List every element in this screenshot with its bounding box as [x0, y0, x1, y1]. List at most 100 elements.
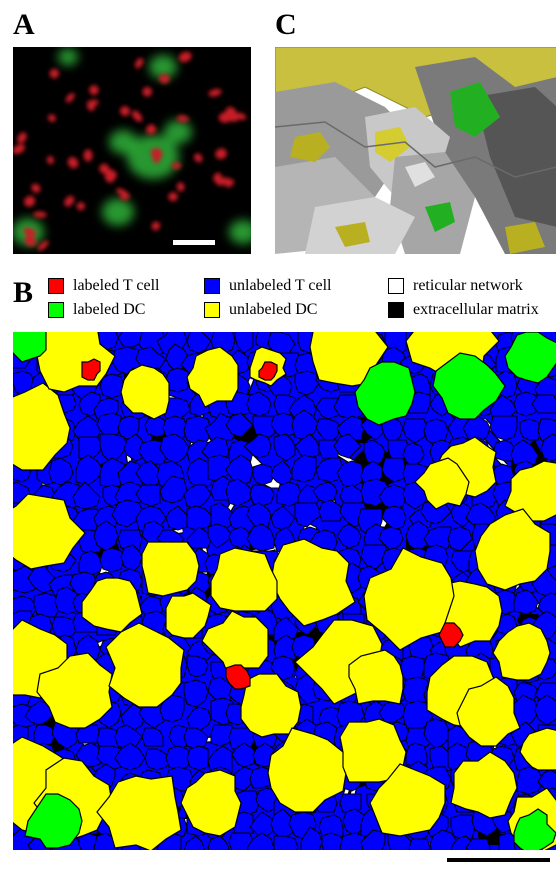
- dc-glow: [102, 198, 134, 226]
- t-cell: [342, 808, 365, 837]
- dc: [240, 673, 302, 738]
- rendered-surfaces: [275, 47, 556, 254]
- t-cell: [291, 454, 317, 483]
- dc: [13, 382, 71, 471]
- t-cell: [75, 454, 104, 486]
- t-cell: [531, 394, 556, 414]
- t-cell: [207, 835, 230, 850]
- t-cell-spot: [33, 211, 47, 218]
- t-cell-spot: [131, 110, 143, 122]
- t-cell: [381, 415, 404, 444]
- t-cell-spot: [87, 102, 96, 111]
- t-cell-spot: [142, 86, 153, 97]
- dc: [456, 676, 521, 747]
- t-cell: [72, 481, 101, 510]
- t-cell: [360, 544, 389, 570]
- t-cell: [183, 679, 209, 708]
- t-cell: [207, 523, 233, 549]
- legend-swatch: [48, 278, 64, 294]
- t-cell: [252, 463, 275, 486]
- legend-label: labeled DC: [73, 301, 146, 318]
- t-cell-spot: [37, 240, 49, 251]
- t-cell: [378, 484, 407, 510]
- unlabeled-dcs: [13, 332, 556, 850]
- t-cell-spot: [213, 172, 222, 184]
- t-cell-spot: [31, 183, 41, 193]
- t-cell: [294, 433, 320, 459]
- t-cell: [402, 442, 425, 468]
- dc: [492, 622, 551, 681]
- t-cell-spot: [227, 113, 239, 122]
- legend-item-labeled-t-cell: labeled T cell: [48, 276, 159, 296]
- t-cell-spot: [176, 182, 185, 192]
- panel-b-simulation-map: [13, 332, 556, 850]
- t-cell: [27, 562, 56, 594]
- t-cell: [246, 523, 275, 552]
- dc: [474, 508, 551, 591]
- legend-swatch: [388, 302, 404, 318]
- legend-label: unlabeled T cell: [229, 277, 332, 294]
- t-cell: [183, 484, 212, 510]
- legend-swatch: [204, 302, 220, 318]
- t-cell: [228, 832, 254, 850]
- t-cell: [156, 832, 182, 850]
- t-cell-spot: [13, 144, 25, 155]
- legend-item-unlabeled-t-cell: unlabeled T cell: [204, 276, 331, 296]
- legend-item-extracellular-matrix: extracellular matrix: [388, 300, 539, 320]
- dc: [165, 592, 212, 639]
- t-cell-spot: [49, 68, 60, 79]
- labeled-dc: [13, 332, 47, 363]
- legend-label: reticular network: [413, 277, 523, 294]
- t-cell-spot: [119, 106, 131, 117]
- t-cell-spot: [107, 170, 117, 180]
- labeled-t-cell: [258, 361, 278, 381]
- dc: [519, 727, 556, 771]
- t-cell: [48, 457, 74, 486]
- panel-label-c: C: [275, 8, 297, 41]
- t-cell: [315, 418, 341, 444]
- t-cell: [135, 484, 161, 507]
- t-cell: [75, 724, 101, 744]
- t-cell-spot: [23, 227, 37, 237]
- dc: [36, 652, 113, 729]
- dc-glow: [149, 55, 177, 79]
- t-cell: [273, 835, 299, 850]
- t-cell: [78, 436, 104, 462]
- t-cell-spot: [159, 73, 170, 84]
- dc-glow: [109, 130, 137, 154]
- t-cell: [228, 526, 251, 549]
- t-cell: [183, 835, 206, 850]
- legend-label: labeled T cell: [73, 277, 160, 294]
- t-cell: [243, 433, 272, 459]
- t-cell-spot: [17, 132, 27, 144]
- dc: [504, 460, 556, 522]
- t-cell: [165, 505, 191, 531]
- panel-a-microscopy-image: [13, 47, 251, 254]
- t-cell: [492, 811, 512, 834]
- t-cell: [489, 415, 518, 441]
- t-cell: [186, 332, 212, 354]
- t-cell: [447, 526, 473, 552]
- t-cell: [246, 391, 272, 417]
- t-cell: [336, 460, 365, 489]
- legend-swatch: [204, 278, 220, 294]
- t-cell: [462, 415, 491, 444]
- t-cell: [294, 370, 320, 396]
- t-cell-spot: [150, 148, 163, 160]
- t-cell: [339, 793, 362, 813]
- scale-bar-b: [447, 858, 550, 862]
- t-cell: [294, 502, 323, 528]
- labeled-t-cell: [81, 358, 101, 381]
- t-cell: [381, 505, 407, 531]
- t-cell: [381, 457, 407, 483]
- t-cell-spot: [89, 85, 99, 96]
- dc: [105, 622, 185, 708]
- t-cell-spot: [146, 124, 157, 135]
- dc: [81, 577, 143, 633]
- dc: [180, 769, 242, 837]
- t-cell: [465, 838, 491, 850]
- dc-glow: [229, 220, 251, 244]
- t-cell: [96, 745, 125, 771]
- t-cell: [186, 526, 212, 549]
- t-cell: [402, 418, 428, 444]
